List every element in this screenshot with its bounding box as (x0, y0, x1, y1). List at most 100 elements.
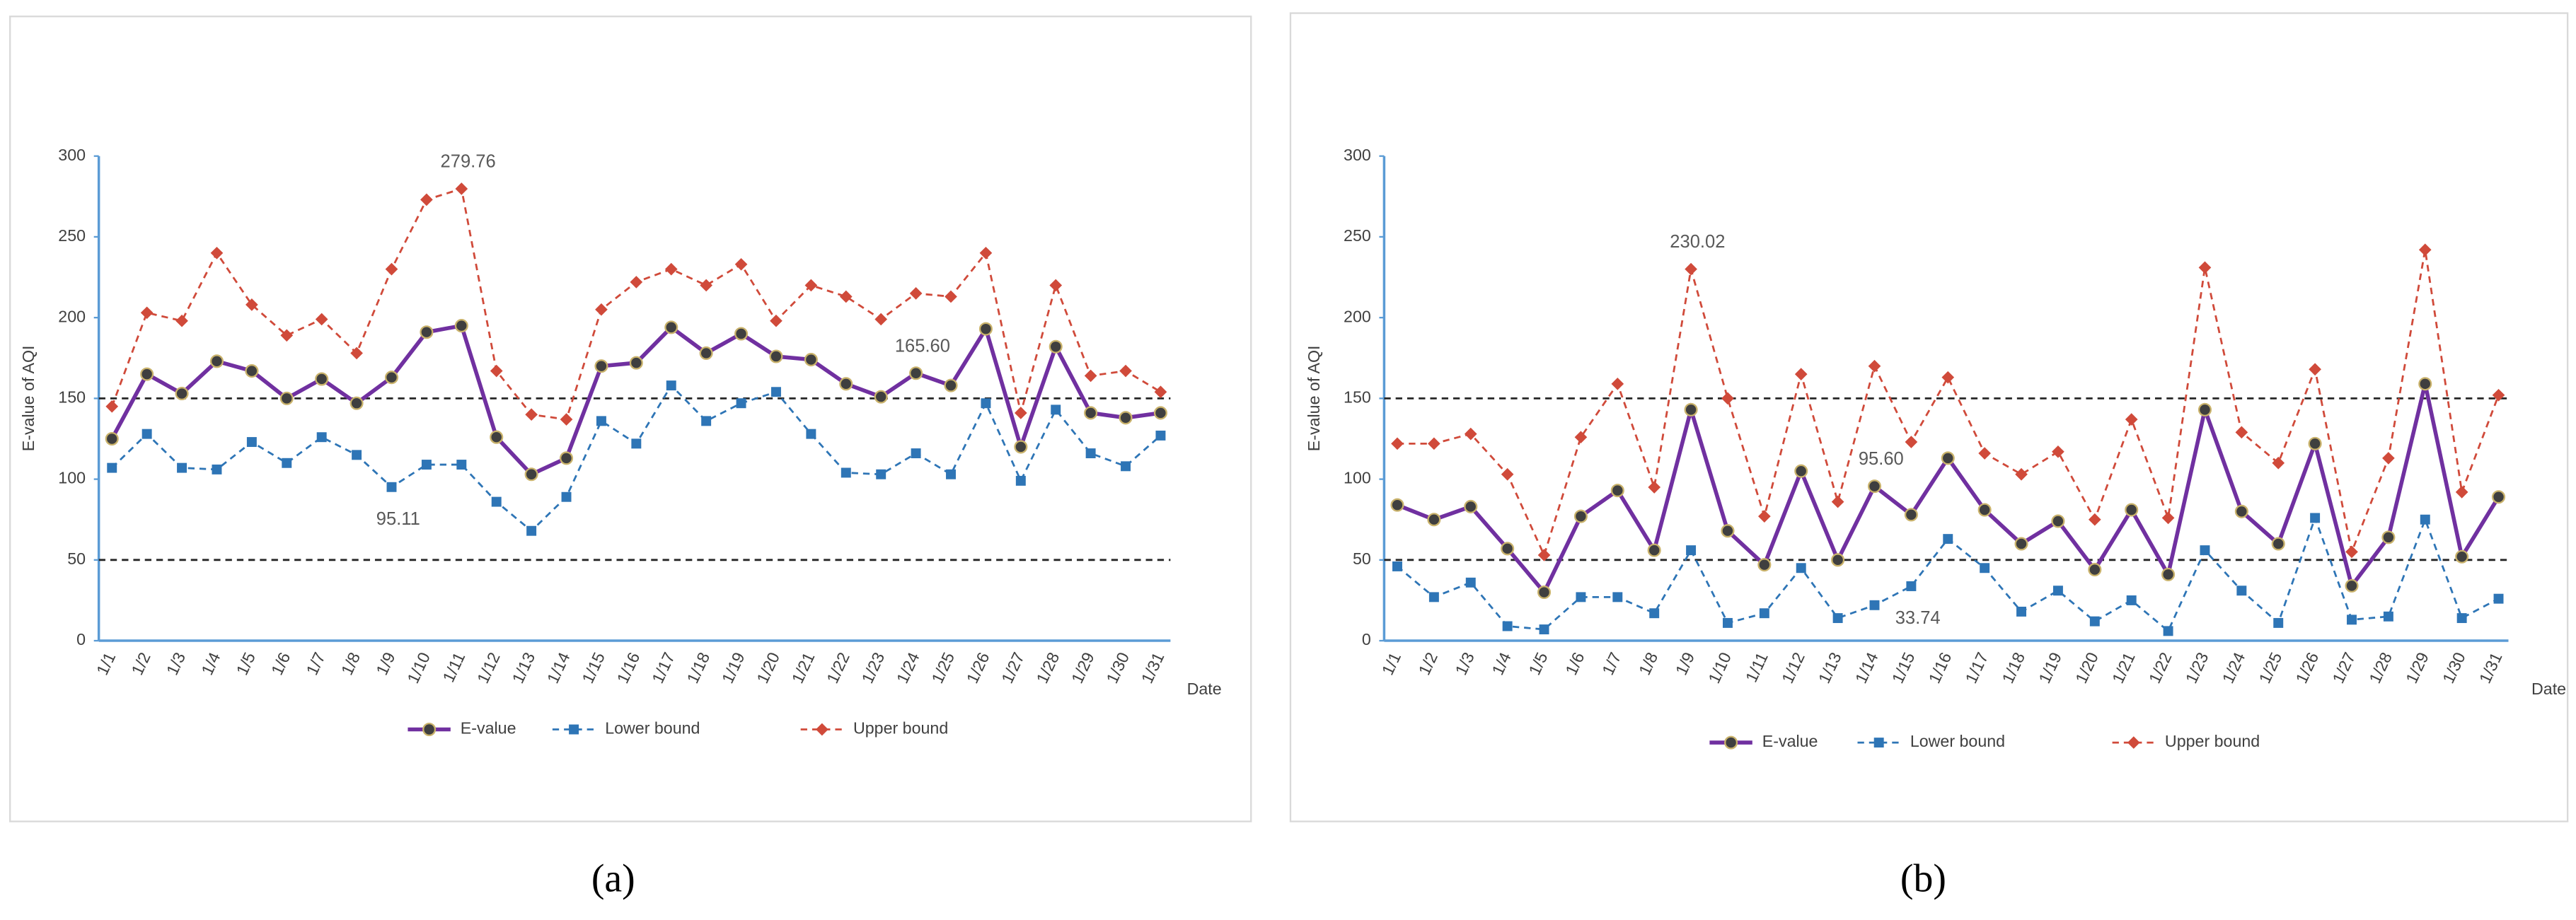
point (2016, 606, 2027, 617)
point (1085, 448, 1096, 459)
point (701, 416, 712, 426)
point (1611, 377, 1624, 390)
point (631, 438, 642, 449)
point (734, 327, 749, 341)
point (1686, 545, 1697, 556)
point (421, 460, 432, 470)
point (771, 387, 781, 397)
point (944, 378, 958, 392)
point (2014, 537, 2028, 551)
point (525, 408, 538, 421)
chart-frame (9, 16, 1252, 822)
y-tick-label: 150 (58, 388, 86, 407)
point (246, 298, 258, 311)
point (420, 325, 434, 339)
point (1464, 499, 1478, 513)
y-tick-label: 250 (1344, 226, 1371, 245)
point (2052, 445, 2064, 458)
y-axis-label: E-value of AQI (19, 346, 37, 452)
value-label: 165.60 (895, 336, 950, 356)
point (1576, 592, 1586, 602)
point (2235, 426, 2248, 439)
point (874, 390, 888, 404)
point (1427, 513, 1441, 527)
point (490, 430, 504, 444)
point (1647, 543, 1661, 557)
point (105, 431, 119, 446)
point (1721, 392, 1734, 405)
point (1831, 495, 1844, 508)
point (1119, 411, 1133, 425)
point (1868, 359, 1881, 373)
point (1121, 461, 1131, 472)
point (1941, 451, 1955, 465)
point (1537, 549, 1551, 561)
point (1014, 440, 1028, 454)
point (909, 366, 923, 380)
point (1831, 553, 1845, 567)
point (1722, 617, 1733, 628)
point (386, 482, 397, 492)
y-tick-label: 300 (58, 146, 86, 164)
point (876, 469, 886, 479)
legend-label: Lower bound (605, 719, 700, 738)
point (385, 262, 398, 276)
point (384, 371, 399, 385)
point (1796, 563, 1806, 573)
point (1758, 510, 1771, 523)
point (560, 451, 574, 465)
point (1941, 371, 1955, 384)
point (945, 290, 957, 303)
point (1759, 608, 1769, 619)
value-label: 95.60 (1859, 449, 1904, 469)
point (2088, 513, 2101, 526)
point (946, 469, 956, 479)
legend-marker (1873, 738, 1884, 748)
legend-label: Upper bound (853, 719, 948, 738)
point (1539, 624, 1549, 635)
point (979, 246, 993, 260)
point (1980, 563, 1990, 573)
point (1685, 262, 1697, 276)
value-label: 95.11 (376, 509, 420, 529)
point (177, 462, 187, 473)
point (141, 429, 152, 439)
point (1904, 508, 1918, 522)
point (315, 313, 328, 326)
point (1390, 498, 1404, 512)
point (560, 413, 573, 426)
legend-label: E-value (461, 719, 516, 738)
point (2271, 537, 2285, 551)
point (1428, 437, 1440, 450)
point (2420, 514, 2430, 525)
point (1977, 503, 1992, 517)
point (1155, 430, 1166, 441)
point (1943, 534, 1953, 545)
point (770, 314, 782, 327)
point (316, 432, 327, 443)
point (2382, 452, 2395, 465)
point (455, 182, 468, 195)
point (839, 290, 853, 303)
point (2234, 504, 2248, 518)
point (1392, 561, 1402, 571)
point (2125, 503, 2139, 517)
point (246, 437, 257, 448)
point (804, 353, 818, 367)
point (736, 398, 746, 409)
point (1610, 484, 1624, 498)
point (1428, 592, 1439, 602)
point (352, 450, 362, 460)
legend-marker (569, 724, 579, 735)
point (1612, 592, 1623, 602)
point (2493, 593, 2504, 604)
point (1794, 464, 1808, 478)
point (1537, 585, 1552, 600)
point (2310, 513, 2321, 523)
point (2236, 586, 2247, 596)
y-tick-label: 0 (1362, 630, 1371, 648)
point (456, 460, 467, 470)
point (1391, 437, 1404, 450)
y-tick-label: 250 (58, 226, 86, 245)
point (245, 364, 259, 378)
